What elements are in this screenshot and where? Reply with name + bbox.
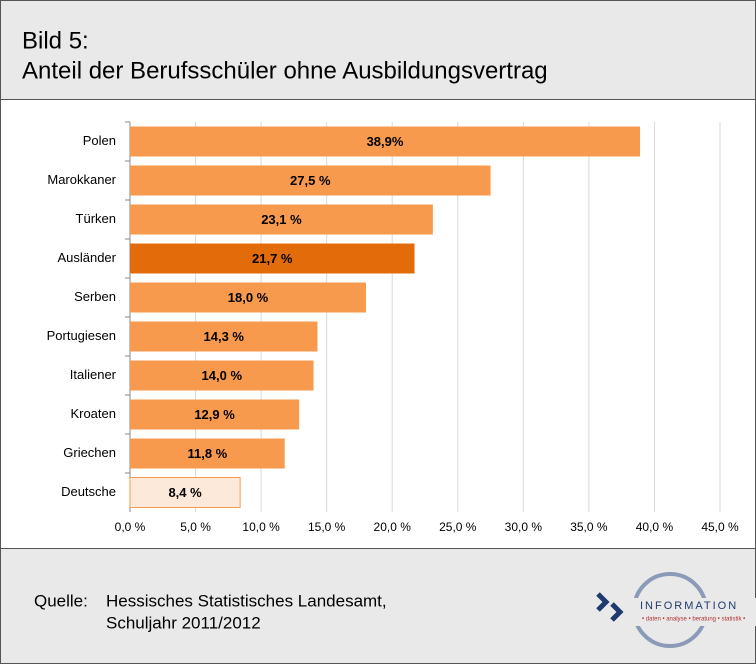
value-label: 14,3 % [204,329,245,344]
x-tick-label: 30,0 % [505,520,543,534]
value-label: 18,0 % [228,290,269,305]
x-tick-label: 20,0 % [374,520,412,534]
y-tick-label: Portugiesen [47,328,116,343]
source-line: Schuljahr 2011/2012 [106,613,261,632]
y-tick-label: Griechen [63,445,116,460]
x-tick-label: 35,0 % [570,520,608,534]
bar [130,126,641,157]
value-label: 8,4 % [168,485,202,500]
value-label: 12,9 % [194,407,235,422]
logo-chevron [596,592,610,612]
y-tick-label: Deutsche [61,484,116,499]
source-label: Quelle: [34,591,88,610]
logo: INFORMATION • daten • analyse • beratung… [596,572,756,648]
title-line: Bild 5: [22,27,89,54]
y-tick-label: Serben [74,289,116,304]
source-line: Hessisches Statistisches Landesamt, [106,591,387,610]
value-label: 23,1 % [261,212,302,227]
y-tick-label: Ausländer [57,250,116,265]
y-tick-label: Türken [76,211,116,226]
bar [130,399,300,430]
value-label: 11,8 % [187,446,227,461]
bar [130,165,491,196]
bar [130,204,433,235]
title-line: Anteil der Berufsschüler ohne Ausbildung… [22,57,548,84]
footer [0,548,756,664]
y-tick-label: Italiener [70,367,117,382]
x-tick-label: 10,0 % [242,520,280,534]
bar [130,282,366,313]
logo-name: INFORMATION [640,600,738,612]
header [0,0,756,100]
bar [129,477,241,508]
y-tick-label: Polen [83,133,116,148]
logo-tagline: • daten • analyse • beratung • statistik… [642,617,745,623]
value-label: 21,7 % [252,251,293,266]
value-label: 14,0 % [202,368,243,383]
x-tick-label: 45,0 % [701,520,739,534]
x-tick-label: 40,0 % [636,520,674,534]
x-tick-label: 25,0 % [439,520,477,534]
bar [130,321,318,352]
y-tick-label: Marokkaner [47,172,116,187]
logo-band [630,598,756,626]
value-label: 27,5 % [290,173,331,188]
y-tick-label: Kroaten [70,406,116,421]
logo-chevron [610,602,624,622]
bar [130,243,415,274]
value-label: 38,9% [367,134,404,149]
bar [130,360,314,391]
x-tick-label: 5,0 % [180,520,211,534]
x-tick-label: 15,0 % [308,520,346,534]
bar [130,438,285,469]
x-tick-label: 0,0 % [115,520,146,534]
